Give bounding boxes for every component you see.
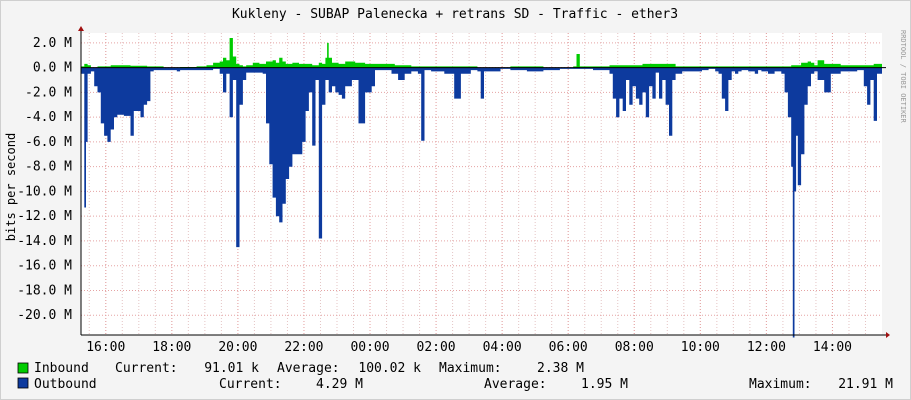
legend-outbound: Outbound Current: 4.29 M Average: 1.95 M… [17,377,893,392]
x-tick-label: 12:00 [747,340,786,355]
x-tick-label: 00:00 [350,340,389,355]
y-axis-label: bits per second [4,133,18,241]
inbound-maximum-value: 2.38 M [537,361,584,376]
x-tick-label: 04:00 [483,340,522,355]
inbound-maximum-label: Maximum: [439,361,502,376]
y-tick-label: -2.0 M [25,85,72,100]
y-tick-label: -14.0 M [17,234,72,249]
y-axis-arrow [78,26,84,31]
y-tick-label: -20.0 M [17,308,72,323]
y-tick-label: -8.0 M [25,160,72,175]
y-tick-label: -16.0 M [17,259,72,274]
outbound-swatch [17,377,29,389]
x-tick-label: 02:00 [417,340,456,355]
series-areas [81,38,882,338]
x-tick-label: 10:00 [681,340,720,355]
x-tick-label: 16:00 [86,340,125,355]
x-tick-label: 06:00 [549,340,588,355]
inbound-area [81,38,882,68]
outbound-current-label: Current: [219,377,282,392]
outbound-maximum-value: 21.91 M [838,377,893,392]
y-tick-label: -6.0 M [25,135,72,150]
x-tick-label: 14:00 [813,340,852,355]
x-tick-label: 18:00 [152,340,191,355]
inbound-average-label: Average: [277,361,340,376]
outbound-name: Outbound [34,377,97,392]
axes [78,26,890,338]
y-tick-label: 0.0 M [33,61,72,76]
x-tick-label: 22:00 [284,340,323,355]
legend-inbound: Inbound Current: 91.01 k Average: 100.02… [17,361,584,376]
outbound-average-label: Average: [484,377,547,392]
graph-title: Kukleny - SUBAP Palenecka + retrans SD -… [232,7,678,22]
x-axis-arrow [886,332,890,338]
tick-labels: 16:00 18:00 20:00 22:00 00:00 02:00 04:00 06:00… [17,36,852,355]
inbound-current-value: 91.01 k [204,361,259,376]
outbound-average-value: 1.95 M [581,377,628,392]
y-tick-label: 2.0 M [33,36,72,51]
x-tick-label: 08:00 [615,340,654,355]
y-tick-label: -12.0 M [17,209,72,224]
outbound-maximum-label: Maximum: [749,377,812,392]
y-tick-label: -10.0 M [17,184,72,199]
rrdtool-watermark: RRDTOOL / TOBI OETIKER [899,30,907,124]
inbound-average-value: 100.02 k [358,361,421,376]
inbound-swatch [17,362,29,374]
inbound-current-label: Current: [115,361,178,376]
outbound-area [81,67,882,338]
y-tick-label: -18.0 M [17,283,72,298]
outbound-current-value: 4.29 M [316,377,363,392]
inbound-name: Inbound [34,361,89,376]
x-tick-label: 20:00 [218,340,257,355]
y-tick-label: -4.0 M [25,110,72,125]
